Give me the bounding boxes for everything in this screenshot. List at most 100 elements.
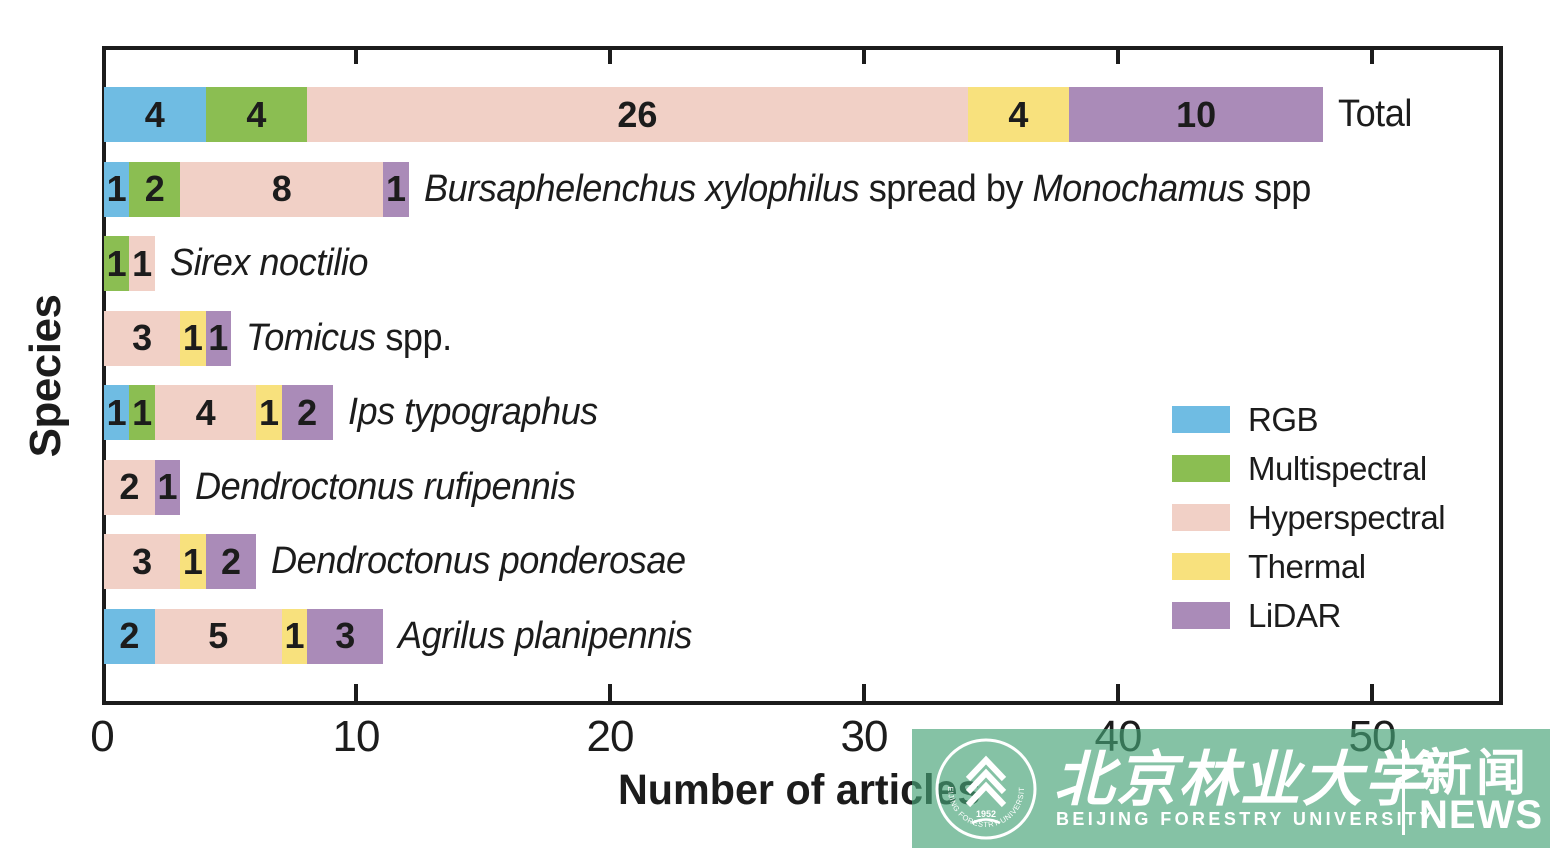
bar-row: 3 1 1 Tomicus spp. — [104, 310, 462, 366]
bar-segment-multispectral: 1 — [104, 236, 130, 292]
legend-label: RGB — [1248, 401, 1319, 438]
legend-row: Hyperspectral — [1172, 499, 1446, 536]
plot-area — [102, 46, 1503, 705]
x-tick-mark — [354, 46, 358, 64]
species-label: Bursaphelenchus xylophilus spread by Mon… — [424, 162, 1311, 217]
species-name-regular: spread by — [858, 167, 1033, 210]
species-label: Sirex noctilio — [170, 236, 368, 291]
legend-swatch-hyperspectral — [1172, 504, 1230, 531]
segment-value: 4 — [1008, 93, 1029, 135]
species-name-regular: spp. — [375, 316, 452, 359]
bar-row: 2 5 1 3 Agrilus planipennis — [104, 608, 708, 664]
watermark-banner: 1952 BEIJING FORESTRY UNIVERSITY 北京林业大学 … — [912, 729, 1550, 848]
legend-row: Multispectral — [1172, 452, 1445, 485]
bar-segment-hyperspectral: 5 — [154, 608, 282, 664]
bar-segment-hyperspectral: 8 — [180, 161, 384, 217]
university-seal-icon: 1952 BEIJING FORESTRY UNIVERSITY — [934, 737, 1037, 840]
segment-value: 1 — [106, 242, 127, 284]
segment-value: 2 — [144, 168, 165, 210]
segment-value: 1 — [132, 242, 153, 284]
segment-value: 4 — [144, 93, 165, 135]
segment-value: 1 — [182, 317, 203, 359]
segment-value: 8 — [271, 168, 292, 210]
legend-swatch-thermal — [1172, 553, 1230, 580]
bar-segment-hyperspectral: 1 — [129, 236, 155, 292]
species-name-italic: Agrilus planipennis — [398, 614, 693, 657]
segment-value: 3 — [132, 540, 153, 582]
species-label: Tomicus spp. — [246, 311, 452, 366]
species-name-regular: spp — [1244, 167, 1311, 210]
species-name-italic: Dendroctonus rufipennis — [195, 465, 576, 508]
legend-label: Hyperspectral — [1248, 499, 1446, 536]
bar-segment-thermal: 1 — [180, 534, 206, 590]
bar-row: 1 2 8 1 Bursaphelenchus xylophilus spread by… — [104, 161, 1357, 217]
x-tick-label: 20 — [586, 712, 635, 761]
bar-segment-rgb: 1 — [104, 385, 130, 441]
bar-segment-rgb: 1 — [104, 161, 130, 217]
legend-row: Thermal — [1172, 548, 1445, 585]
bar-segment-lidar: 2 — [205, 534, 257, 590]
news-label-zh: 新闻 — [1422, 745, 1530, 801]
segment-value: 1 — [106, 391, 127, 433]
bar-segment-hyperspectral: 3 — [104, 534, 181, 590]
x-tick-mark — [1116, 684, 1120, 702]
segment-value: 1 — [157, 466, 178, 508]
x-tick-label: 30 — [840, 712, 889, 761]
species-label: Dendroctonus ponderosae — [271, 534, 686, 589]
bar-segment-thermal: 1 — [256, 385, 282, 441]
bar-segment-multispectral: 4 — [205, 87, 308, 142]
bar-segment-lidar: 1 — [205, 310, 231, 366]
university-name-en: BEIJING FORESTRY UNIVERSITY — [1056, 809, 1435, 829]
species-name-regular: Total — [1338, 93, 1413, 135]
bar-segment-lidar: 3 — [307, 608, 384, 664]
species-label: Dendroctonus rufipennis — [195, 460, 576, 515]
x-tick-mark — [608, 46, 612, 64]
species-label: Agrilus planipennis — [398, 609, 692, 664]
banner-divider — [1402, 740, 1405, 835]
species-name-italic: Ips typographus — [347, 391, 598, 434]
segment-value: 10 — [1176, 93, 1217, 135]
legend-swatch-lidar — [1172, 602, 1230, 629]
bar-row: 2 1 Dendroctonus rufipennis — [104, 459, 596, 515]
bar-segment-thermal: 1 — [180, 310, 206, 366]
segment-value: 1 — [106, 168, 127, 210]
bar-segment-lidar: 1 — [383, 161, 409, 217]
legend-label: LiDAR — [1248, 597, 1341, 634]
segment-value: 3 — [132, 317, 153, 359]
news-label-en: NEWS — [1419, 793, 1543, 837]
legend: RGB Multispectral Hyperspectral Thermal LiDA… — [1172, 401, 1446, 651]
bar-segment-hyperspectral: 26 — [307, 87, 968, 142]
species-name-italic: Tomicus — [245, 316, 376, 359]
seal-year: 1952 — [976, 809, 996, 819]
x-tick-mark — [1370, 684, 1374, 702]
segment-value: 2 — [119, 466, 140, 508]
x-tick-mark — [1116, 46, 1120, 64]
x-tick-mark — [354, 684, 358, 702]
x-tick-mark — [862, 46, 866, 64]
species-label: Total — [1338, 87, 1412, 142]
segment-value: 4 — [195, 391, 216, 433]
segment-value: 1 — [182, 540, 203, 582]
segment-value: 26 — [617, 93, 658, 135]
segment-value: 1 — [284, 615, 305, 657]
university-name-zh: 北京林业大学 — [1054, 746, 1426, 813]
species-name-italic: Dendroctonus ponderosae — [271, 540, 686, 583]
bar-segment-thermal: 1 — [281, 608, 308, 664]
species-name-italic: Monochamus — [1032, 167, 1245, 210]
bar-segment-lidar: 10 — [1069, 87, 1324, 142]
segment-value: 1 — [386, 168, 407, 210]
bar-row: 1 1 4 1 2 Ips typographus — [104, 385, 610, 441]
segment-value: 1 — [259, 391, 280, 433]
x-tick-mark — [862, 684, 866, 702]
bar-segment-multispectral: 1 — [129, 385, 155, 441]
bar-row: 4 4 26 4 10 Total — [104, 87, 1416, 142]
segment-value: 2 — [297, 391, 318, 433]
bar-segment-rgb: 2 — [104, 608, 155, 664]
bar-segment-thermal: 4 — [967, 87, 1070, 142]
legend-label: Thermal — [1248, 548, 1366, 585]
legend-row: RGB — [1172, 401, 1445, 438]
segment-value: 1 — [132, 391, 153, 433]
segment-value: 2 — [119, 615, 140, 657]
bar-segment-lidar: 2 — [281, 385, 333, 441]
